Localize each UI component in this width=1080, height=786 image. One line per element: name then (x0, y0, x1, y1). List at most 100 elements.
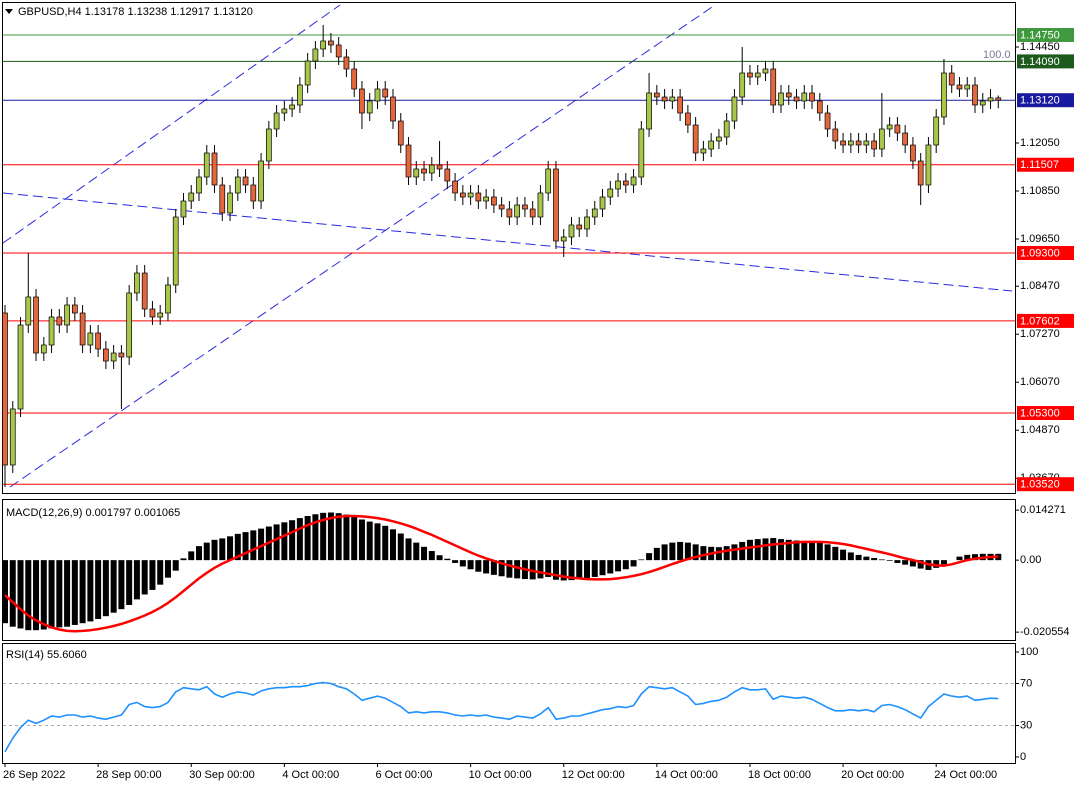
candle-body (64, 304, 70, 326)
candle-body (809, 92, 815, 102)
y-tick-label: 100 (1020, 646, 1038, 658)
candle-body (118, 352, 125, 358)
macd-bar (646, 553, 653, 561)
candle-body (568, 224, 575, 238)
candle-body (933, 116, 940, 146)
candle-body (685, 112, 691, 126)
candle-body (979, 100, 986, 106)
macd-bar (196, 546, 202, 561)
macd-bar (421, 546, 428, 561)
regression-line (2, 192, 1013, 292)
macd-bar (87, 560, 94, 622)
channel-upper (2, 4, 341, 244)
macd-bar (33, 560, 40, 631)
candle-body (110, 352, 117, 362)
candle-body (871, 140, 877, 150)
macd-bar (560, 560, 567, 581)
candle-body (956, 84, 963, 90)
candle-body (824, 112, 831, 130)
candle-body (537, 192, 544, 218)
macd-bar (358, 519, 365, 561)
candle-body (452, 180, 458, 194)
candle-body (778, 92, 784, 106)
candle-body (281, 108, 288, 114)
macd-bar (490, 560, 497, 575)
dropdown-icon (5, 9, 13, 14)
candle-body (320, 40, 327, 50)
candle-body (467, 192, 474, 198)
macd-bar (172, 560, 179, 571)
macd-bar (48, 560, 55, 629)
level-label-box (1017, 28, 1074, 42)
candle-body (941, 72, 947, 118)
macd-bar (327, 512, 334, 561)
macd-bar (234, 533, 241, 561)
macd-bar (304, 516, 311, 561)
candle-body (607, 188, 614, 198)
level-label: 1.11507 (1020, 159, 1059, 171)
candle-body (56, 316, 63, 326)
candle-body (716, 136, 722, 142)
candle-body (910, 144, 916, 162)
candle-body (700, 148, 707, 154)
macd-bar (715, 547, 722, 561)
candle-body (297, 84, 303, 106)
candle-body (506, 208, 513, 218)
macd-bar (118, 560, 125, 610)
macd-bar (56, 560, 63, 628)
macd-bar (855, 554, 862, 561)
y-tick-label: 1.04870 (1020, 424, 1060, 436)
macd-bar (785, 539, 792, 561)
channel-lower (9, 4, 716, 488)
macd-bar (444, 558, 451, 561)
macd-bar (467, 560, 474, 570)
macd-bar (188, 551, 195, 561)
macd-bar (878, 559, 885, 561)
macd-bar (436, 555, 443, 561)
candle-body (421, 168, 427, 174)
macd-bar (382, 525, 389, 561)
macd-bar (219, 538, 226, 561)
level-label: 1.13120 (1020, 95, 1060, 107)
candle-body (723, 120, 730, 138)
macd-bar (700, 546, 707, 561)
candle-body (832, 128, 839, 142)
x-tick-label: 12 Oct 00:00 (562, 769, 625, 781)
candle-body (964, 84, 971, 90)
macd-bar (514, 560, 521, 579)
candle-body (413, 168, 420, 178)
candle-body (840, 140, 846, 146)
candle-body (987, 97, 994, 102)
x-tick-label: 26 Sep 2022 (3, 769, 65, 781)
level-label-box (1017, 313, 1074, 328)
macd-bar (545, 560, 552, 577)
macd-bar (886, 560, 893, 561)
candle-body (95, 332, 101, 350)
candle-body (847, 140, 854, 146)
candle-body (584, 216, 590, 230)
macd-bar (273, 524, 280, 561)
x-tick-label: 10 Oct 00:00 (469, 769, 532, 781)
candle-body (366, 100, 373, 114)
candle-body (801, 92, 808, 102)
candle-body (103, 348, 109, 362)
candle-body (382, 88, 389, 98)
macd-bar (832, 546, 839, 561)
candle-body (886, 124, 893, 130)
macd-bar (459, 560, 466, 567)
fib-label: 100.0 (983, 49, 1011, 61)
macd-bar (739, 541, 746, 561)
candle-body (343, 56, 350, 70)
candle-body (879, 128, 885, 150)
macd-bar (320, 512, 327, 561)
macd-bar (622, 560, 629, 570)
macd-bar (9, 560, 16, 627)
candle-body (17, 324, 24, 410)
candle-body (71, 304, 78, 314)
candle-body (576, 224, 583, 230)
y-tick-label: 1.12050 (1020, 137, 1060, 149)
macd-bar (366, 521, 373, 561)
candle-body (265, 128, 272, 162)
